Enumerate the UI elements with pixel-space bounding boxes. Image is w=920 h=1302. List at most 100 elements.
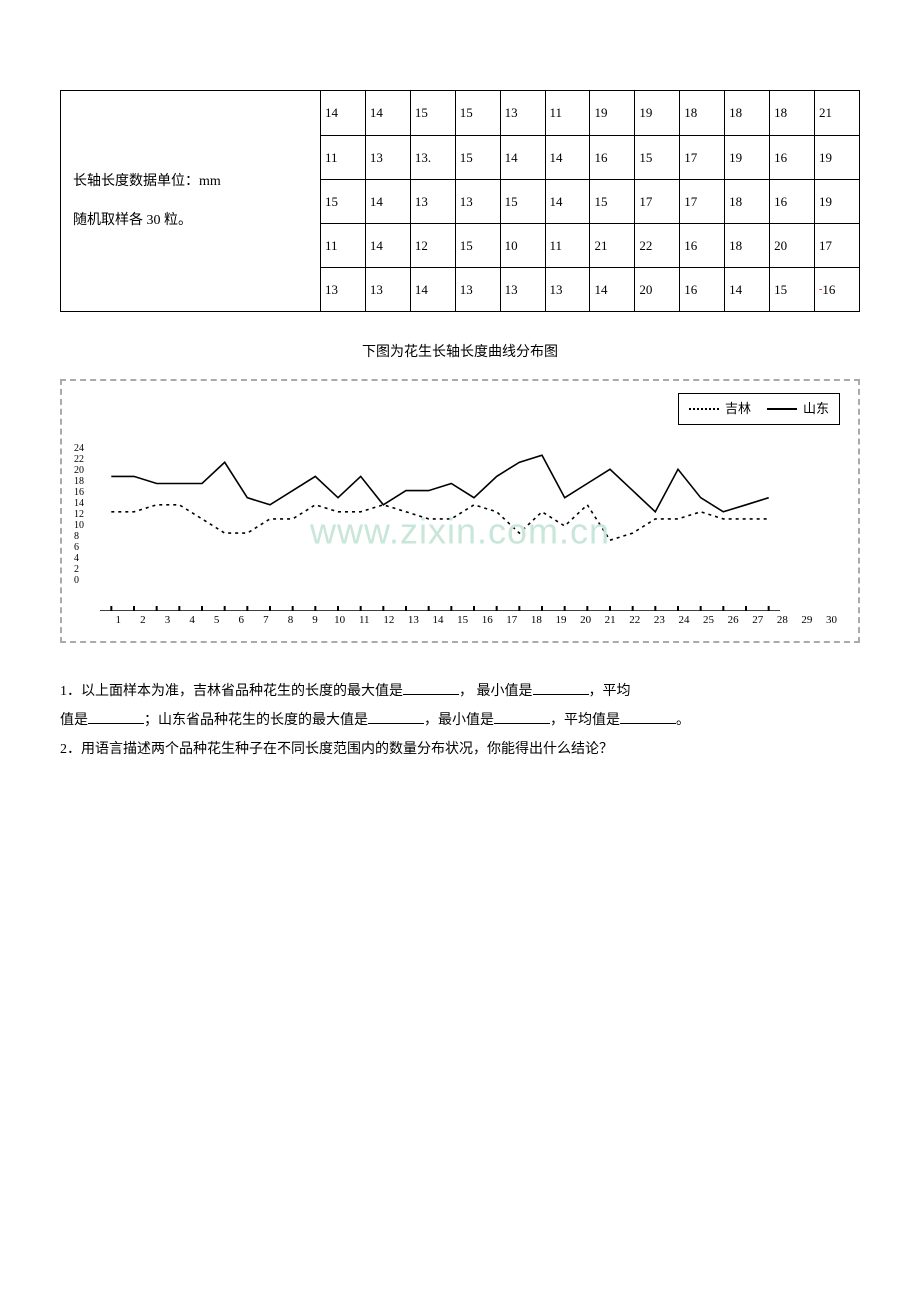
data-grid: 141415151311191918181821111313.151414161…: [320, 91, 859, 311]
y-tick-label: 2: [74, 564, 84, 575]
table-cell: 19: [589, 91, 634, 135]
y-tick-label: 22: [74, 454, 84, 465]
y-tick-label: 6: [74, 542, 84, 553]
table-cell: 19: [724, 135, 769, 179]
table-cell: 15: [455, 135, 500, 179]
blank: [494, 710, 550, 724]
x-tick-label: 8: [278, 611, 303, 631]
table-cell: 15: [589, 179, 634, 223]
table-cell: 11: [545, 223, 590, 267]
line-chart: [100, 441, 780, 611]
table-cell: 19: [814, 179, 859, 223]
table-cell: 17: [679, 135, 724, 179]
table-cell: 14: [410, 267, 455, 311]
x-tick-label: 20: [573, 611, 598, 631]
table-cell: 13: [545, 267, 590, 311]
x-tick-label: 7: [254, 611, 279, 631]
table-cell: -16: [814, 267, 859, 311]
x-tick-label: 25: [696, 611, 721, 631]
table-cell: 21: [589, 223, 634, 267]
x-tick-label: 17: [500, 611, 525, 631]
y-tick-label: 24: [74, 443, 84, 454]
x-tick-label: 19: [549, 611, 574, 631]
table-cell: 17: [814, 223, 859, 267]
legend-swatch-dotted: [689, 408, 719, 410]
table-cell: 14: [589, 267, 634, 311]
table-cell: 20: [769, 223, 814, 267]
x-tick-label: 5: [204, 611, 229, 631]
table-cell: 14: [365, 179, 410, 223]
table-cell: 15: [634, 135, 679, 179]
y-tick-label: 20: [74, 465, 84, 476]
x-tick-label: 28: [770, 611, 795, 631]
chart-container: 吉林 山东 www.zixin.com.cn 24222018161412108…: [60, 379, 860, 643]
x-tick-label: 16: [475, 611, 500, 631]
blank: [620, 710, 676, 724]
table-cell: 15: [455, 91, 500, 135]
table-cell: 13: [320, 267, 365, 311]
table-cell: 13: [365, 267, 410, 311]
table-cell: 16: [589, 135, 634, 179]
x-tick-label: 9: [303, 611, 328, 631]
x-tick-label: 14: [426, 611, 451, 631]
questions: 1．以上面样本为准，吉林省品种花生的长度的最大值是， 最小值是，平均 值是；山东…: [60, 679, 860, 763]
x-tick-label: 3: [155, 611, 180, 631]
table-cell: 16: [769, 179, 814, 223]
table-cell: 14: [365, 223, 410, 267]
x-tick-label: 4: [180, 611, 205, 631]
x-tick-label: 26: [721, 611, 746, 631]
x-tick-label: 6: [229, 611, 254, 631]
table-cell: 18: [679, 91, 724, 135]
table-cell: 11: [320, 135, 365, 179]
x-tick-label: 1: [106, 611, 131, 631]
table-cell: 22: [634, 223, 679, 267]
table-cell: 17: [634, 179, 679, 223]
x-tick-label: 18: [524, 611, 549, 631]
table-cell: 18: [724, 179, 769, 223]
table-cell: 15: [410, 91, 455, 135]
legend-item-jilin: 吉林: [689, 397, 751, 420]
x-tick-label: 2: [131, 611, 156, 631]
table-cell: 14: [365, 91, 410, 135]
table-cell: 13: [500, 267, 545, 311]
legend: 吉林 山东: [678, 393, 840, 424]
x-tick-label: 23: [647, 611, 672, 631]
y-axis-labels: 242220181614121086420: [74, 443, 84, 586]
x-tick-label: 11: [352, 611, 377, 631]
table-cell: 13: [455, 267, 500, 311]
table-cell: 14: [545, 135, 590, 179]
table-cell: 13.: [410, 135, 455, 179]
table-cell: 16: [679, 223, 724, 267]
table-row: 1313141313131420161415-16: [320, 267, 859, 311]
legend-label: 吉林: [725, 397, 751, 420]
x-tick-label: 29: [795, 611, 820, 631]
x-tick-label: 15: [450, 611, 475, 631]
table-cell: 15: [320, 179, 365, 223]
y-tick-label: 12: [74, 509, 84, 520]
y-tick-label: 8: [74, 531, 84, 542]
blank: [403, 681, 459, 695]
table-cell: 16: [679, 267, 724, 311]
table-row: 111313.151414161517191619: [320, 135, 859, 179]
table-cell: 15: [500, 179, 545, 223]
table-row: 141415151311191918181821: [320, 91, 859, 135]
x-tick-label: 22: [622, 611, 647, 631]
table-cell: 13: [410, 179, 455, 223]
table-cell: 21: [814, 91, 859, 135]
table-cell: 15: [769, 267, 814, 311]
desc-line: 随机取样各 30 粒。: [73, 208, 308, 233]
legend-item-shandong: 山东: [767, 397, 829, 420]
chart-title: 下图为花生长轴长度曲线分布图: [60, 340, 860, 365]
table-cell: 14: [545, 179, 590, 223]
table-cell: 16: [769, 135, 814, 179]
blank: [368, 710, 424, 724]
table-desc: 长轴长度数据单位：mm 随机取样各 30 粒。: [60, 91, 320, 311]
series-jilin: [111, 505, 768, 540]
x-tick-label: 13: [401, 611, 426, 631]
x-tick-label: 27: [745, 611, 770, 631]
x-tick-label: 30: [819, 611, 844, 631]
table-cell: 20: [634, 267, 679, 311]
y-tick-label: 16: [74, 487, 84, 498]
table-cell: 19: [814, 135, 859, 179]
table-cell: 19: [634, 91, 679, 135]
